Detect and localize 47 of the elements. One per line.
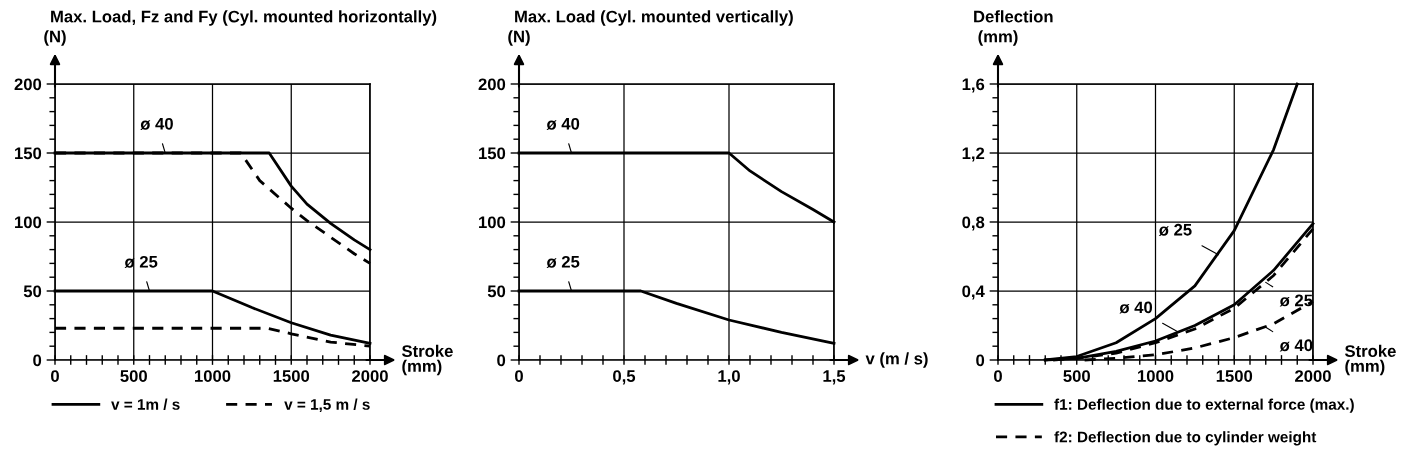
annotation: ø 40 — [1119, 301, 1153, 314]
y-tick-label: 200 — [14, 78, 42, 91]
x-axis-title: Stroke (mm) — [1344, 344, 1396, 376]
y-tick-label: 200 — [478, 78, 506, 91]
x-tick-label: 0,5 — [613, 370, 636, 385]
y-tick-label: 1,2 — [962, 147, 985, 162]
x-tick-label: 1,5 — [823, 370, 846, 385]
annotation: ø 40 — [546, 117, 580, 130]
x-tick-label: 2000 — [352, 370, 388, 382]
x-tick-label: 500 — [1063, 370, 1090, 382]
x-tick-label: 1500 — [273, 370, 310, 382]
y-axis-title: (N) — [508, 30, 530, 46]
y-tick-label: 150 — [479, 147, 506, 160]
y-tick-label: 100 — [479, 216, 506, 229]
x-tick-label: 1,0 — [718, 370, 740, 385]
x-tick-label: 1500 — [1216, 370, 1253, 382]
x-tick-label: 2000 — [1295, 370, 1331, 382]
y-tick-label: 0 — [33, 354, 42, 367]
x-axis-title: Stroke (mm) — [401, 344, 453, 376]
x-axis-title: v (m / s) — [865, 352, 928, 368]
x-tick-label: 1000 — [195, 370, 231, 382]
chart-title: Max. Load (Cyl. mounted vertically) — [515, 10, 793, 26]
y-tick-label: 0,8 — [962, 216, 985, 231]
y-axis-title: (N) — [44, 30, 66, 46]
legend-label: f2: Deflection due to cylinder weight — [1054, 431, 1317, 446]
y-tick-label: 50 — [23, 285, 42, 298]
chart-title: Max. Load, Fz and Fy (Cyl. mounted horizontally) — [51, 10, 437, 26]
annotation: ø 25 — [546, 255, 580, 268]
x-tick-label: 0 — [515, 370, 523, 382]
annotation: ø 25 — [1158, 223, 1192, 236]
y-tick-label: 50 — [487, 285, 506, 298]
chart-title: Deflection — [974, 10, 1053, 23]
x-tick-label: 0 — [51, 370, 59, 382]
y-tick-label: 1,6 — [962, 78, 985, 93]
annotation: ø 40 — [140, 117, 173, 130]
y-tick-label: 0 — [976, 354, 985, 367]
x-tick-label: 1000 — [1138, 370, 1174, 382]
y-axis-title: (mm) — [978, 30, 1018, 46]
legend-label: f1: Deflection due to external force (max.) — [1054, 398, 1354, 413]
y-tick-label: 0,4 — [962, 285, 985, 300]
y-tick-label: 0 — [497, 354, 506, 367]
legend-label: v = 1,5 m / s — [284, 398, 370, 413]
x-tick-label: 0 — [994, 370, 1002, 382]
x-tick-label: 500 — [120, 370, 147, 382]
legend-label: v = 1m / s — [111, 398, 180, 410]
y-tick-label: 100 — [15, 216, 42, 229]
y-tick-label: 150 — [15, 147, 42, 160]
